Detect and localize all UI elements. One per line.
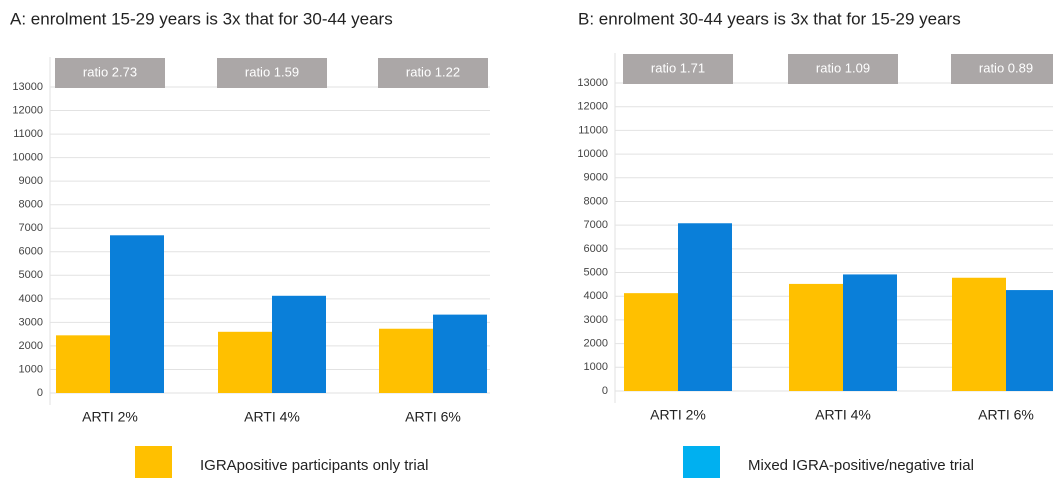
y-tick-label: 1000 (584, 361, 608, 373)
y-tick-label: 4000 (584, 290, 608, 302)
bar (1006, 290, 1053, 391)
annotation: ratio 1.22 (406, 64, 460, 79)
annotation-box (55, 58, 165, 88)
y-tick-label: 9000 (584, 172, 608, 184)
chart-title: B: enrolment 30-44 years is 3x that for … (578, 9, 961, 28)
x-tick-label: ARTI 4% (244, 409, 300, 425)
y-tick-label: 8000 (19, 199, 43, 211)
x-tick-label: ARTI 2% (82, 409, 138, 425)
annotation: ratio 1.59 (245, 64, 299, 79)
bar (678, 223, 732, 391)
x-tick-label: ARTI 4% (815, 407, 871, 423)
y-tick-label: 2000 (584, 338, 608, 350)
y-tick-label: 5000 (584, 266, 608, 278)
legend-swatch (683, 446, 720, 478)
annotation: ratio 1.09 (816, 60, 870, 75)
y-tick-label: 13000 (577, 77, 608, 89)
chart-title: A: enrolment 15-29 years is 3x that for … (10, 9, 393, 28)
y-tick-label: 3000 (19, 316, 43, 328)
bar (272, 295, 326, 393)
legend-label: IGRApositive participants only trial (200, 457, 428, 474)
y-tick-label: 7000 (584, 219, 608, 231)
y-tick-label: 6000 (19, 246, 43, 258)
annotation: ratio 0.89 (979, 60, 1033, 75)
y-tick-label: 4000 (19, 293, 43, 305)
y-tick-label: 10000 (12, 152, 43, 164)
annotation: ratio 1.71 (651, 60, 705, 75)
y-tick-label: 7000 (19, 222, 43, 234)
x-tick-label: ARTI 6% (405, 409, 461, 425)
y-tick-label: 10000 (577, 148, 608, 160)
y-tick-label: 12000 (12, 104, 43, 116)
y-tick-label: 9000 (19, 175, 43, 187)
legend-swatch (135, 446, 172, 478)
y-tick-label: 6000 (584, 243, 608, 255)
y-tick-label: 2000 (19, 340, 43, 352)
y-tick-label: 1000 (19, 363, 43, 375)
bar (624, 293, 678, 391)
x-tick-label: ARTI 2% (650, 407, 706, 423)
y-tick-label: 0 (602, 385, 608, 397)
y-tick-label: 11000 (578, 124, 608, 136)
x-tick-label: ARTI 6% (978, 407, 1034, 423)
y-tick-label: 5000 (19, 269, 43, 281)
annotation-box (951, 54, 1053, 84)
y-tick-label: 11000 (13, 128, 43, 140)
bar (218, 331, 272, 393)
annotation-box (788, 54, 898, 84)
bar (110, 235, 164, 393)
y-tick-label: 12000 (577, 101, 608, 113)
bar (789, 283, 843, 391)
legend-label: Mixed IGRA-positive/negative trial (748, 457, 974, 474)
annotation-box (217, 58, 327, 88)
annotation-box (378, 58, 488, 88)
bar (433, 314, 487, 393)
y-tick-label: 8000 (584, 195, 608, 207)
y-tick-label: 3000 (584, 314, 608, 326)
annotation: ratio 2.73 (83, 64, 137, 79)
bar (379, 328, 433, 393)
annotation-box (623, 54, 733, 84)
bar (56, 335, 110, 393)
y-tick-label: 13000 (12, 81, 43, 93)
bar (952, 277, 1006, 391)
bar (843, 274, 897, 391)
y-tick-label: 0 (37, 387, 43, 399)
